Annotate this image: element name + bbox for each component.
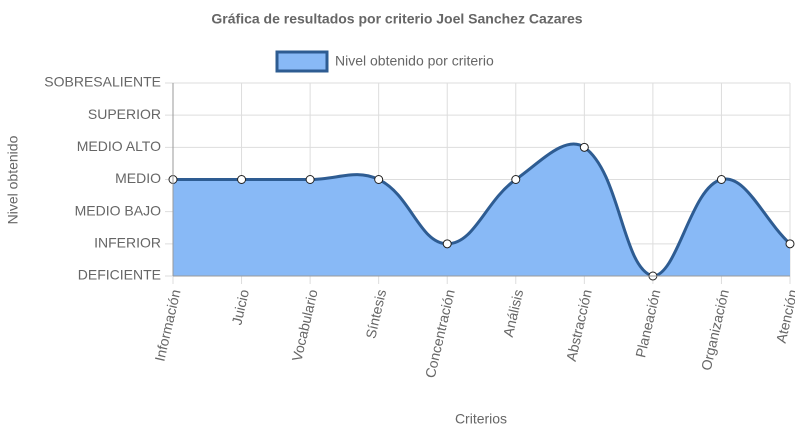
- x-tick-label: Planeación: [632, 288, 663, 359]
- x-tick-label: Organización: [698, 288, 732, 372]
- y-tick-label: MEDIO: [115, 170, 161, 186]
- y-tick-label: MEDIO BAJO: [75, 202, 161, 218]
- x-tick-label: Abstracción: [563, 288, 595, 363]
- point: [374, 175, 384, 184]
- area: [173, 143, 790, 276]
- point: [716, 175, 726, 184]
- y-tick-label: MEDIO ALTO: [77, 138, 161, 154]
- point: [237, 175, 247, 184]
- legend-label: Nivel obtenido por criterio: [335, 53, 494, 69]
- x-tick-label: Juicio: [228, 288, 252, 327]
- chart-title: Gráfica de resultados por criterio Joel …: [211, 11, 582, 27]
- x-tick-label: Atención: [773, 288, 795, 345]
- x-tick-label: Concentración: [422, 288, 458, 380]
- line: [173, 142, 792, 278]
- point: [785, 239, 795, 249]
- x-tick-label: Vocabulario: [289, 288, 321, 363]
- x-tick-label: Información: [151, 288, 183, 363]
- y-tick-label: SOBRESALIENTE: [44, 74, 161, 90]
- point: [579, 142, 589, 152]
- point: [305, 175, 315, 184]
- x-tick-label: Síntesis: [362, 288, 389, 340]
- x-tick-label: Análisis: [500, 288, 526, 339]
- y-tick-label: INFERIOR: [94, 235, 161, 251]
- point: [442, 239, 452, 249]
- y-tick-label: DEFICIENTE: [78, 267, 161, 283]
- point: [511, 175, 521, 184]
- x-axis-label: Criterios: [455, 411, 507, 427]
- y-tick-label: SUPERIOR: [88, 106, 161, 122]
- y-axis-label: Nivel obtenido: [5, 135, 21, 224]
- legend-swatch: [275, 50, 329, 73]
